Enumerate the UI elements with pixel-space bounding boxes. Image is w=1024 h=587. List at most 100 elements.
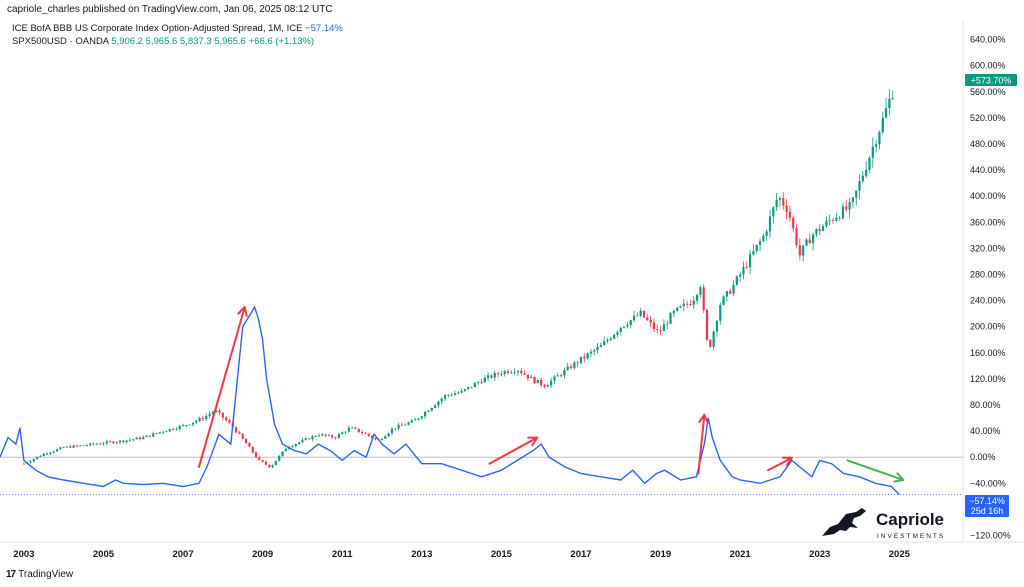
candle-body-90 — [321, 434, 324, 436]
candle-body-172 — [593, 350, 596, 352]
candle-body-210 — [719, 304, 722, 321]
x-tick-label-8: 2019 — [650, 549, 671, 560]
y-tick-label-13: 120.00% — [970, 374, 1006, 384]
candle-body-170 — [586, 353, 589, 359]
arrow-head-3 — [781, 456, 793, 467]
candle-body-93 — [331, 435, 334, 438]
candle-body-149 — [516, 370, 520, 373]
candle-body-220 — [752, 251, 755, 255]
candle-body-230 — [785, 205, 788, 212]
candle-body-33 — [132, 439, 135, 441]
candle-body-187 — [642, 310, 646, 318]
candle-body-192 — [659, 330, 662, 332]
candle-body-73 — [264, 461, 268, 465]
candle-body-9 — [52, 451, 55, 453]
candle-body-142 — [493, 372, 496, 378]
candle-body-199 — [682, 303, 685, 307]
candle-body-42 — [162, 431, 165, 433]
y-tick-label-10: 240.00% — [970, 296, 1006, 306]
x-tick-label-0: 2003 — [13, 549, 34, 560]
candle-body-188 — [646, 317, 649, 320]
candle-body-198 — [679, 306, 682, 308]
candle-body-158 — [546, 385, 549, 387]
candle-body-14 — [69, 446, 72, 448]
x-tick-label-4: 2011 — [332, 549, 353, 560]
time-axis[interactable]: 2003 2005 2007 2009 2011 2013 2015 2017 2019 2021… — [13, 549, 910, 560]
candle-body-143 — [496, 372, 500, 375]
candle-body-54 — [201, 417, 205, 420]
legend-spread-change: −57.14% — [305, 23, 343, 34]
legend-series-spx[interactable]: SPX500USD · OANDA 5,906.2 5,965.6 5,837.… — [12, 36, 314, 47]
candle-body-193 — [662, 324, 665, 332]
candle-body-160 — [553, 376, 556, 381]
spread-badge-bg — [965, 495, 1009, 517]
y-tick-label-5: 440.00% — [970, 165, 1006, 175]
candle-body-112 — [394, 428, 397, 430]
arrow-shaft-4 — [846, 459, 905, 482]
candle-body-236 — [805, 239, 808, 246]
legend-series-spread[interactable]: ICE BofA BBB US Corporate Index Option-A… — [12, 23, 343, 34]
candle-body-147 — [510, 372, 513, 374]
candle-body-213 — [729, 291, 732, 294]
candle-body-216 — [739, 274, 742, 277]
y-tick-label-7: 360.00% — [970, 217, 1006, 227]
candle-body-189 — [649, 319, 652, 323]
candle-body-122 — [427, 410, 430, 412]
candle-body-58 — [215, 410, 218, 412]
tradingview-logo-icon: 17 — [6, 569, 16, 580]
x-tick-label-7: 2017 — [570, 549, 591, 560]
candle-body-83 — [298, 442, 301, 444]
candle-body-151 — [523, 373, 526, 375]
x-tick-label-9: 2021 — [730, 549, 752, 560]
candle-body-163 — [563, 369, 566, 376]
y-tick-label-2: 560.00% — [970, 87, 1006, 97]
candle-body-45 — [172, 428, 175, 430]
candle-body-181 — [622, 326, 626, 328]
price-axis[interactable]: 640.00% 600.00% 560.00% 520.00% 480.00% 440.0… — [970, 35, 1011, 541]
candle-body-248 — [845, 206, 848, 210]
candle-body-95 — [337, 434, 341, 438]
candle-body-124 — [433, 405, 437, 408]
candle-body-66 — [241, 433, 244, 439]
footer-brand-text: TradingView — [18, 569, 74, 580]
candle-body-7 — [45, 453, 49, 455]
candle-body-18 — [82, 445, 85, 447]
candle-body-82 — [294, 443, 297, 447]
watermark-name: Capriole — [876, 510, 944, 529]
candle-body-212 — [725, 291, 728, 297]
candle-body-135 — [470, 386, 473, 388]
candle-body-89 — [317, 435, 321, 437]
candle-body-238 — [812, 234, 815, 244]
y-tick-label-3: 520.00% — [970, 113, 1006, 123]
candle-body-40 — [155, 433, 158, 435]
candle-body-195 — [669, 313, 672, 324]
candle-body-75 — [271, 465, 274, 468]
candle-body-221 — [755, 244, 758, 252]
y-tick-label-16: 0.00% — [970, 452, 996, 462]
candle-body-250 — [851, 197, 855, 202]
arrow-head-0 — [237, 306, 248, 317]
candle-body-162 — [559, 375, 563, 377]
candle-body-28 — [115, 442, 118, 444]
candle-body-182 — [626, 325, 629, 327]
jumping-horse-logo-icon — [822, 508, 866, 536]
candle-body-139 — [483, 377, 486, 383]
candle-body-59 — [218, 410, 221, 413]
candle-body-234 — [798, 245, 801, 256]
y-tick-label-14: 80.00% — [970, 400, 1001, 410]
candle-body-125 — [437, 401, 440, 406]
candle-body-249 — [848, 201, 851, 210]
candle-body-223 — [762, 235, 765, 242]
candle-body-251 — [855, 190, 858, 198]
candle-body-138 — [480, 382, 483, 383]
candle-body-252 — [858, 181, 861, 191]
candle-body-137 — [477, 382, 480, 384]
x-tick-label-3: 2009 — [252, 549, 273, 560]
footer-brand[interactable]: 17 TradingView — [6, 569, 73, 580]
candle-body-22 — [95, 443, 98, 445]
candle-body-161 — [556, 375, 559, 377]
y-tick-label-17: −40.00% — [970, 478, 1006, 488]
candle-body-88 — [314, 436, 317, 437]
candle-body-31 — [125, 440, 128, 443]
